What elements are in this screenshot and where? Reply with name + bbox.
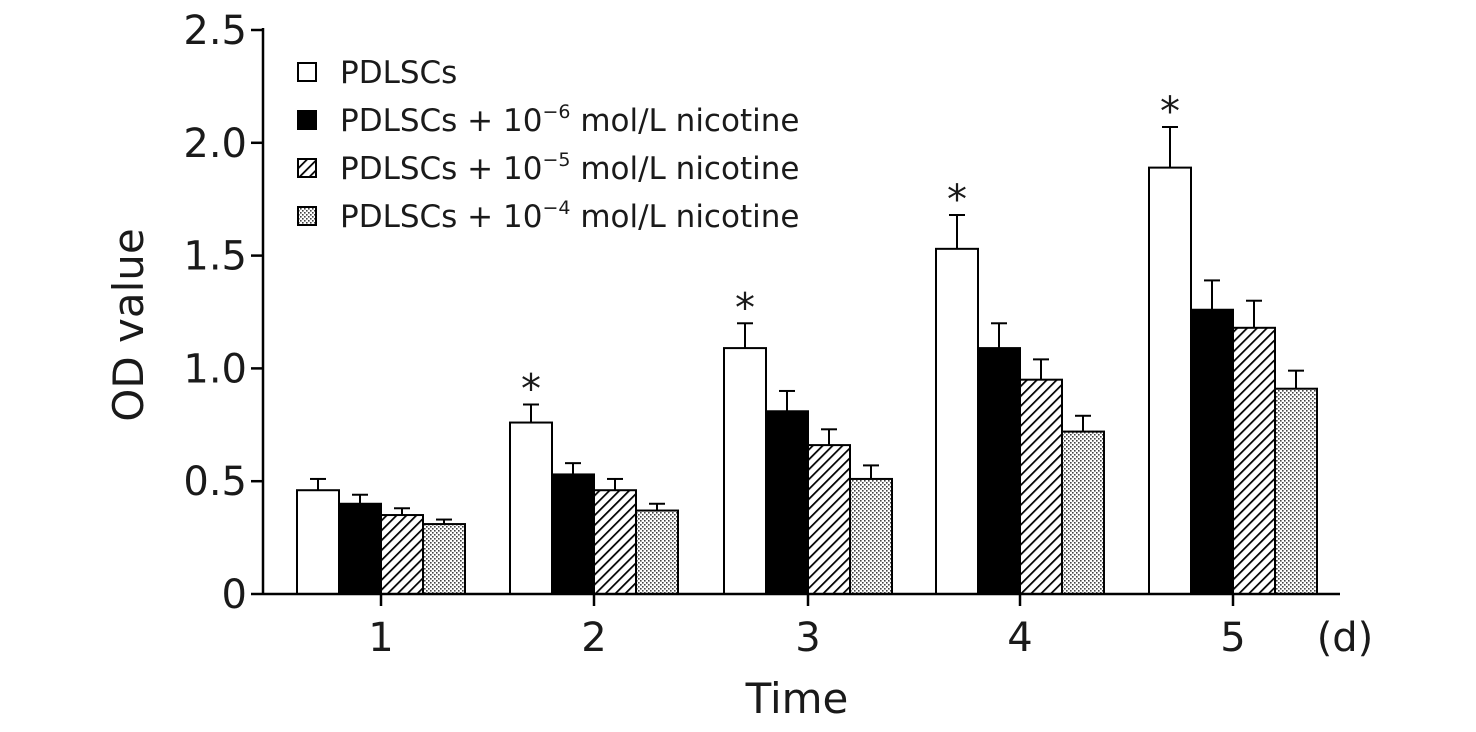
y-tick-label: 1.5 (183, 234, 247, 280)
bar-hatched-day-1 (380, 514, 424, 595)
bar-open-day-1 (296, 489, 340, 595)
bar-open-day-2 (509, 421, 553, 595)
y-tick-label: 0.5 (183, 459, 247, 505)
bar-open-day-4 (935, 247, 979, 595)
bar-dotted-day-1 (422, 523, 466, 596)
legend-label: PDLSCs + 10−6 mol/L nicotine (340, 101, 799, 139)
bar-dotted-day-2 (635, 509, 679, 596)
bar-solid-day-5 (1190, 308, 1234, 595)
x-tick-label: 2 (581, 615, 606, 661)
significance-star: * (1160, 89, 1180, 135)
bar-hatched-day-3 (807, 444, 851, 595)
y-tick-label: 2.5 (183, 8, 247, 54)
legend-label: PDLSCs + 10−4 mol/L nicotine (340, 197, 799, 235)
legend-item: PDLSCs + 10−5 mol/L nicotine (297, 149, 799, 187)
x-axis-title: Time (745, 674, 849, 723)
legend-label: PDLSCs + 10−5 mol/L nicotine (340, 149, 799, 187)
significance-star: * (521, 366, 541, 412)
bar-solid-day-4 (977, 347, 1021, 596)
bar-solid-day-3 (765, 410, 809, 595)
x-tick-label: 3 (795, 615, 820, 661)
x-tick-label: 1 (368, 615, 393, 661)
y-tick-label: 2.0 (183, 121, 247, 167)
significance-star: * (947, 177, 967, 223)
bar-dotted-day-3 (849, 477, 893, 595)
bar-dotted-day-4 (1061, 430, 1105, 595)
bar-open-day-5 (1148, 166, 1192, 595)
bar-solid-day-2 (551, 473, 595, 596)
legend-swatch (297, 110, 317, 130)
bar-open-day-3 (723, 347, 767, 596)
x-axis-unit: (d) (1317, 615, 1374, 661)
x-tick-label: 4 (1007, 615, 1032, 661)
y-axis-title: OD value (104, 228, 153, 421)
bars-group: * * * * (296, 89, 1318, 596)
legend-item: PDLSCs (297, 55, 457, 91)
bar-hatched-day-5 (1232, 326, 1276, 595)
legend-item: PDLSCs + 10−6 mol/L nicotine (297, 101, 799, 139)
significance-star: * (735, 285, 755, 331)
x-tick-label: 5 (1220, 615, 1245, 661)
axes-group: 0 0.5 1.0 1.5 2.0 2.5 1 2 3 4 5 (183, 8, 1340, 661)
bar-dotted-day-5 (1274, 387, 1318, 596)
legend-swatch (297, 206, 317, 226)
legend-label: PDLSCs (340, 55, 457, 91)
legend-swatch (297, 62, 317, 82)
bar-solid-day-1 (338, 502, 382, 596)
legend-item: PDLSCs + 10−4 mol/L nicotine (297, 197, 799, 235)
bar-hatched-day-2 (593, 489, 637, 595)
bar-hatched-day-4 (1019, 378, 1063, 595)
y-tick-label: 0 (222, 572, 247, 618)
legend: PDLSCs PDLSCs + 10−6 mol/L nicotine PDLSCs… (297, 55, 799, 235)
legend-swatch (297, 158, 317, 178)
y-tick-label: 1.0 (183, 346, 247, 392)
